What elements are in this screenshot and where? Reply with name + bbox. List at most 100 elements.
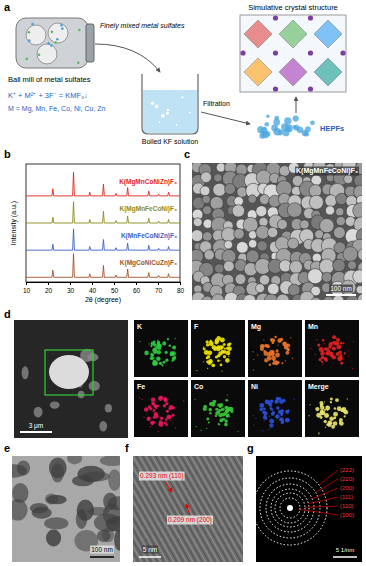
particle — [99, 421, 107, 431]
tem-particle — [46, 530, 61, 547]
map-signal — [348, 355, 349, 356]
map-signal — [144, 407, 148, 411]
leader-line — [316, 479, 338, 492]
particle — [22, 366, 29, 379]
grain — [234, 228, 245, 239]
map-signal — [328, 342, 333, 347]
grain — [344, 175, 353, 184]
grain — [248, 240, 256, 248]
map-signal — [334, 407, 336, 409]
map-signal — [294, 398, 295, 399]
map-signal — [348, 350, 349, 351]
grain — [232, 205, 244, 217]
map-signal — [150, 356, 154, 360]
map-signal — [157, 341, 158, 342]
bubble — [154, 104, 159, 109]
grain — [358, 248, 362, 260]
x-tick-mark — [158, 282, 159, 285]
powder — [78, 29, 81, 32]
map-signal — [325, 427, 326, 428]
product-particle — [278, 130, 284, 136]
map-signal — [143, 417, 144, 418]
map-signal — [272, 411, 275, 414]
tem-particle — [100, 456, 120, 466]
map-signal — [206, 340, 209, 343]
label: Finely mixed metal sulfates — [100, 22, 185, 30]
map-signal — [226, 415, 229, 418]
hrtem-image — [133, 456, 243, 562]
diffraction-ring — [253, 471, 327, 545]
map-signal — [338, 351, 342, 355]
grain — [288, 238, 299, 249]
map-signal — [323, 420, 326, 423]
eds-map: Merge — [305, 380, 359, 437]
grain — [235, 274, 246, 285]
product-particle — [274, 116, 279, 121]
map-signal — [211, 363, 215, 367]
map-signal — [315, 407, 319, 411]
map-label: Fe — [137, 383, 145, 390]
grain — [256, 206, 267, 217]
map-signal — [153, 342, 154, 343]
label: Simulative crystal structure — [248, 3, 338, 12]
grain — [225, 183, 236, 194]
powder — [77, 61, 80, 64]
map-signal — [206, 357, 208, 359]
x-tick: 80 — [177, 282, 185, 294]
map-signal — [153, 409, 155, 411]
map-signal — [218, 409, 220, 411]
panel-letter: f — [125, 442, 129, 454]
grain — [210, 196, 223, 209]
k-ion — [340, 50, 345, 55]
octahedron — [279, 58, 307, 86]
panel-e: e100 nm — [0, 442, 130, 562]
grain — [308, 269, 323, 284]
map-signal — [332, 341, 335, 344]
map-signal — [210, 359, 211, 360]
bubble — [160, 113, 165, 118]
map-signal — [163, 398, 167, 402]
grain — [290, 261, 303, 274]
k-ion — [273, 50, 278, 55]
map-signal — [157, 405, 159, 407]
product-particle — [283, 130, 290, 137]
grain — [353, 270, 362, 283]
product-particle — [305, 126, 311, 132]
grain — [343, 247, 358, 262]
map-signal — [229, 416, 230, 417]
label-patch — [142, 546, 158, 554]
map-signal — [333, 421, 338, 426]
map-signal — [269, 419, 274, 424]
x-tick-label: 10 — [23, 287, 31, 294]
map-signal — [175, 427, 176, 428]
lattice-fringe — [232, 456, 243, 562]
grain — [192, 230, 203, 242]
grain — [336, 208, 344, 216]
map-signal — [196, 370, 197, 371]
map-signal — [264, 420, 265, 421]
map-signal — [219, 403, 223, 407]
map-signal — [253, 369, 254, 370]
grain — [336, 216, 345, 225]
map-signal — [324, 409, 326, 411]
x-axis-line — [27, 282, 181, 283]
x-tick-mark — [92, 282, 93, 285]
x-tick-mark — [48, 282, 49, 285]
map-signal — [275, 415, 279, 419]
map-signal — [156, 357, 160, 361]
map-signal — [322, 339, 324, 341]
panel-a: aFinely mixed metal sulfatesBall mill of… — [4, 1, 346, 145]
grain — [214, 264, 224, 274]
map-label: Ni — [251, 383, 258, 390]
sem-image — [192, 163, 362, 300]
mill-ball — [26, 25, 46, 45]
map-signal — [226, 347, 229, 350]
map-signal — [162, 341, 166, 345]
map-signal — [327, 423, 331, 427]
map-signal — [228, 408, 229, 409]
map-signal — [317, 343, 320, 346]
grain — [260, 195, 270, 205]
grain — [334, 227, 346, 239]
label: 5 nm — [143, 546, 157, 553]
sem-background — [192, 163, 362, 300]
